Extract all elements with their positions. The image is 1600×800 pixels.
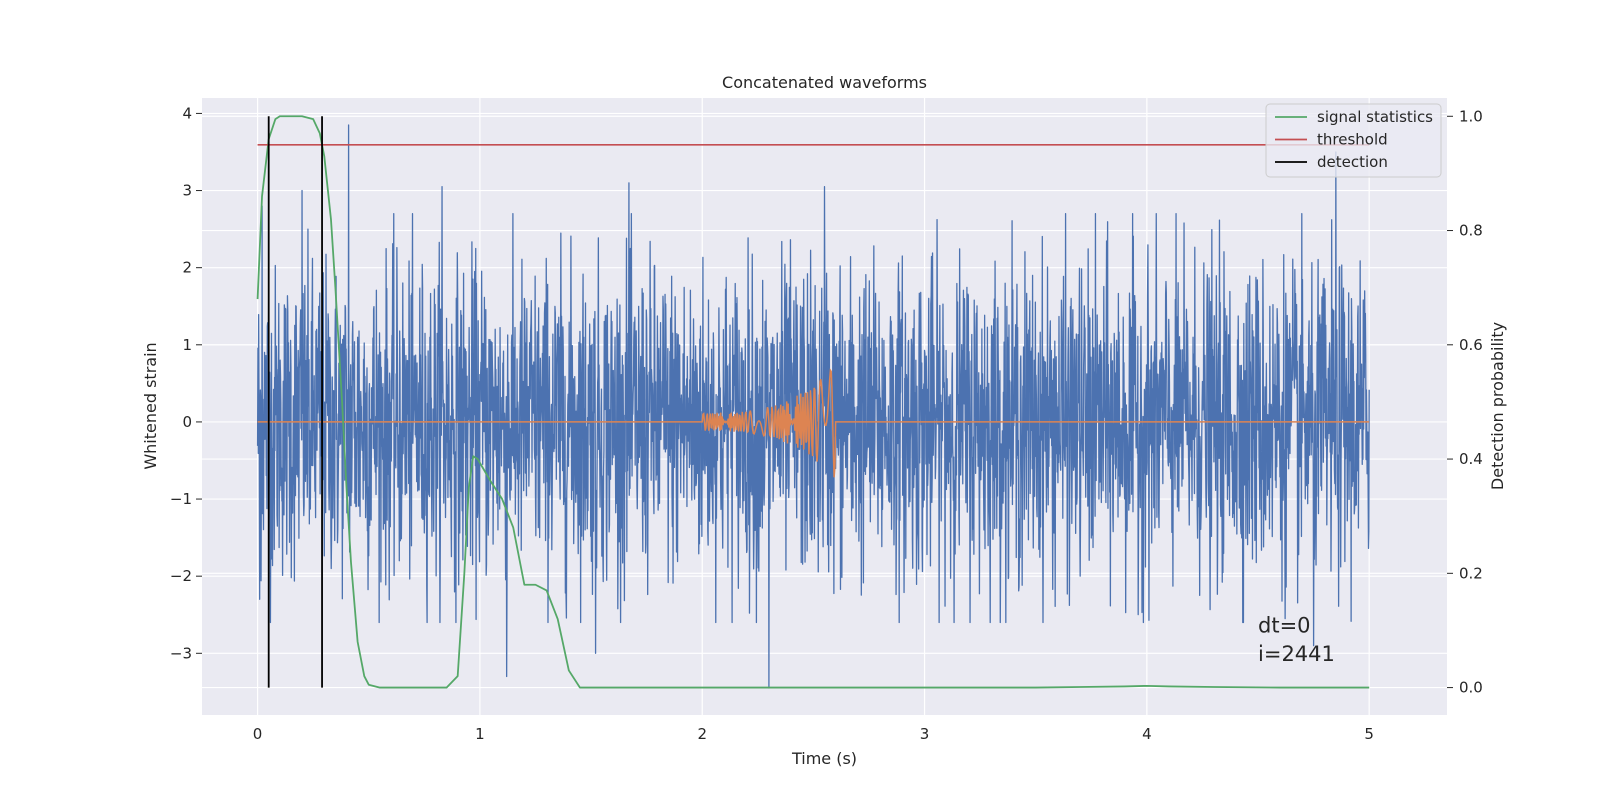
y-tick-label: 0	[182, 413, 192, 431]
legend-label: threshold	[1317, 131, 1388, 149]
y-right-tick-label: 0.0	[1459, 679, 1483, 697]
x-tick-label: 2	[697, 725, 707, 743]
legend-box	[1265, 103, 1442, 178]
y-axis-title: Whitened strain	[141, 342, 160, 469]
series-line-strain	[256, 124, 1370, 689]
annotation-layer: dt=0 i=2441	[1258, 613, 1335, 666]
y-right-tick-label: 0.2	[1459, 564, 1483, 582]
annotation-text: i=2441	[1258, 642, 1335, 666]
x-tick-label: 3	[920, 725, 930, 743]
x-tick-label: 1	[475, 725, 485, 743]
legend-items: signal statistics threshold detection	[1275, 108, 1433, 171]
chart-title: Concatenated waveforms	[722, 73, 927, 92]
y-right-tick-label: 1.0	[1459, 107, 1483, 125]
series-line-injected-waveform	[257, 368, 1370, 478]
legend-label: detection	[1317, 153, 1388, 171]
y-tick-label: 4	[182, 104, 192, 122]
x-tick-label: 5	[1364, 725, 1374, 743]
y-tick-label: −3	[170, 644, 192, 662]
axes-layer: 0 1 2 3 4 5 −3 −2 −1 0 1 2 3 4 0.0 0.2 0.4 0.6 0.8 1.0	[170, 104, 1483, 743]
y-right-tick-label: 0.4	[1459, 450, 1483, 468]
y-axis-right-title: Detection probability	[1488, 322, 1507, 490]
y-right-tick-label: 0.6	[1459, 336, 1483, 354]
y-tick-label: −2	[170, 567, 192, 585]
y-tick-label: −1	[170, 490, 192, 508]
x-axis-title: Time (s)	[791, 749, 857, 768]
x-tick-label: 0	[253, 725, 263, 743]
legend: signal statistics threshold detection	[1265, 103, 1442, 178]
legend-label: signal statistics	[1317, 108, 1433, 126]
series-layer	[256, 115, 1370, 689]
y-tick-label: 3	[182, 182, 192, 200]
y-right-tick-label: 0.8	[1459, 222, 1483, 240]
x-tick-label: 4	[1142, 725, 1152, 743]
y-tick-label: 1	[182, 336, 192, 354]
series-line-signal-statistics	[256, 115, 1370, 689]
y-tick-label: 2	[182, 259, 192, 277]
annotation-text: dt=0	[1258, 613, 1311, 637]
